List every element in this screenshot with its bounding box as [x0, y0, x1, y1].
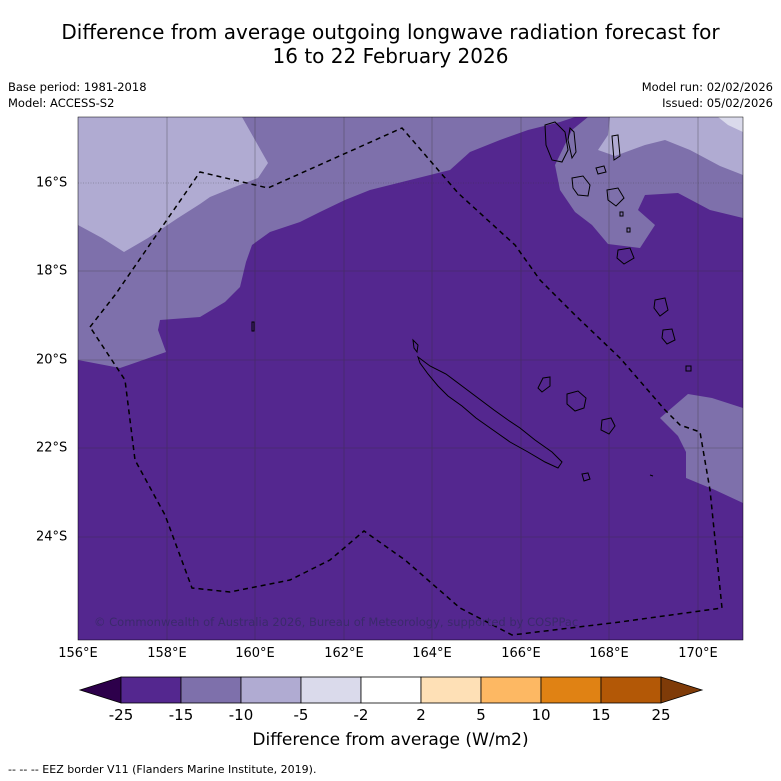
lon-label: 170°E [678, 646, 718, 661]
eez-border [89, 127, 723, 636]
copyright-text: © Commonwealth of Australia 2026, Bureau… [94, 615, 578, 629]
region-weak-negative-ne [598, 117, 743, 175]
colorbar-bin [480, 676, 542, 704]
colorbar-extend-low [78, 676, 122, 704]
model-run: Model run: 02/02/2026 [641, 80, 773, 94]
colorbar-bin [240, 676, 302, 704]
malakula-island [571, 175, 591, 197]
small-islet-north [619, 211, 624, 217]
lon-label: 160°E [235, 646, 275, 661]
colorbar-tick: -5 [293, 706, 309, 724]
colorbar-label: Difference from average (W/m2) [252, 730, 529, 750]
mare-island [600, 417, 616, 435]
colorbar-bin [120, 676, 182, 704]
belep-islands [412, 338, 419, 354]
issued-date: Issued: 05/02/2026 [662, 96, 773, 110]
colorbar-bin [420, 676, 482, 704]
lat-label: 16°S [36, 175, 68, 191]
new-caledonia-main-island [417, 355, 563, 469]
meta-left: Base period: 1981-2018 Model: ACCESS-S2 [8, 79, 147, 111]
tanna-island [653, 297, 669, 317]
model-name: Model: ACCESS-S2 [8, 96, 115, 110]
lifou-island [566, 390, 587, 412]
espiritu-santo [544, 121, 569, 163]
lat-label: 18°S [36, 263, 68, 279]
lon-label: 164°E [412, 646, 452, 661]
colorbar-tick: -10 [228, 706, 254, 724]
chart-title: Difference from average outgoing longwav… [0, 20, 781, 68]
colorbar-tick: 5 [476, 706, 486, 724]
title-line-2: 16 to 22 February 2026 [272, 44, 509, 68]
colorbar-bin [540, 676, 602, 704]
ouvea-island [537, 376, 551, 393]
colorbar-bin [360, 676, 422, 704]
lon-label: 166°E [501, 646, 541, 661]
lat-label: 24°S [36, 529, 68, 545]
colorbar-tick: -2 [353, 706, 369, 724]
reef-islet [251, 321, 255, 332]
efate-island [606, 187, 625, 207]
colorbar-bin [180, 676, 242, 704]
meta-right: Model run: 02/02/2026 Issued: 05/02/2026 [642, 79, 773, 111]
region-weak-negative-west [78, 117, 268, 252]
maewo-island [567, 126, 577, 160]
colorbar-tick: -25 [108, 706, 134, 724]
colorbar-tick: 2 [416, 706, 426, 724]
colorbar-bin [600, 676, 662, 704]
small-islet-east [685, 365, 692, 372]
title-line-1: Difference from average outgoing longwav… [61, 20, 720, 44]
lon-label: 162°E [324, 646, 364, 661]
aneityum-island [661, 328, 676, 345]
colorbar-bin [300, 676, 362, 704]
ambrym-island [595, 165, 607, 175]
lon-label: 156°E [58, 646, 98, 661]
walpole-island [649, 474, 654, 477]
colorbar-tick: 25 [651, 706, 671, 724]
region-slight-negative-ne [718, 117, 743, 132]
lat-label: 22°S [36, 440, 68, 456]
region-moderate-negative-east [660, 394, 743, 503]
map-frame [77, 116, 744, 641]
lon-label: 158°E [147, 646, 187, 661]
isle-of-pines [581, 472, 591, 482]
lon-label: 168°E [589, 646, 629, 661]
eez-footnote: -- -- -- EEZ border V11 (Flanders Marine… [8, 763, 317, 776]
lat-label: 20°S [36, 352, 68, 368]
small-islet-2 [626, 227, 631, 233]
erromango-island [616, 247, 635, 265]
colorbar-tick: -15 [168, 706, 194, 724]
map-area: © Commonwealth of Australia 2026, Bureau… [78, 117, 743, 640]
pentecost-island [611, 134, 621, 161]
colorbar-tick: 10 [531, 706, 551, 724]
colorbar-tick: 15 [591, 706, 611, 724]
colorbar [78, 676, 704, 704]
colorbar-extend-high [660, 676, 704, 704]
base-period: Base period: 1981-2018 [8, 80, 147, 94]
